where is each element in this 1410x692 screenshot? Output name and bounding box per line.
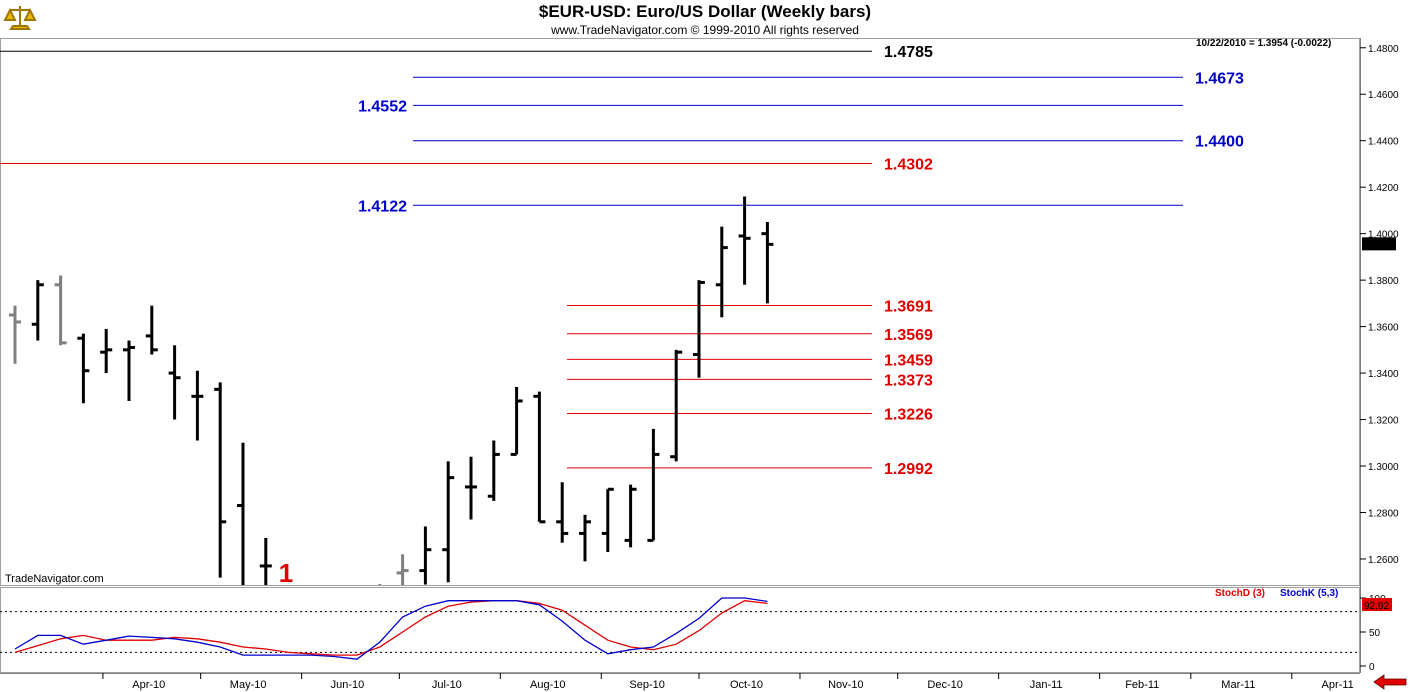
legend-stoch-k: StochK (5,3) (1280, 588, 1338, 599)
level-label: 1.3373 (884, 372, 933, 389)
price-tick-label: 1.3200 (1368, 416, 1399, 427)
ohlc-bar (601, 487, 614, 553)
bar-marker-digit: 1 (279, 558, 293, 588)
ohlc-bar (579, 514, 591, 562)
ohlc-bar (761, 222, 774, 304)
ohlc-bar (693, 280, 705, 378)
status-readout: 10/22/2010 = 1.3954 (-0.0022) (1196, 38, 1331, 49)
price-tick-label: 1.4400 (1368, 137, 1399, 148)
ohlc-bar (145, 305, 158, 355)
ohlc-bar (214, 382, 227, 578)
gold-scale-icon[interactable] (2, 2, 38, 32)
price-tick-label: 1.2600 (1368, 555, 1399, 566)
level-label: 1.4400 (1195, 134, 1244, 151)
price-tick-label: 1.3800 (1368, 276, 1399, 287)
ohlc-bar (168, 345, 181, 420)
ohlc-bar (442, 461, 455, 583)
month-label: Mar-11 (1221, 679, 1255, 691)
ohlc-bar (31, 280, 44, 341)
month-label: Jan-11 (1030, 679, 1063, 691)
ohlc-bar (533, 391, 546, 524)
level-label: 1.3691 (884, 298, 933, 315)
time-axis: Apr-10 May-10 Jun-10 Jul-10 Aug-10 Sep-10 Oct-… (0, 673, 1360, 691)
price-bars (9, 196, 774, 585)
ohlc-bar (738, 196, 751, 285)
ohlc-bar (419, 526, 432, 585)
stoch-line (14, 597, 768, 660)
month-label: Feb-11 (1125, 679, 1159, 691)
ohlc-bar (465, 456, 477, 520)
left-arrow-icon[interactable] (1373, 674, 1407, 690)
ohlc-bar (556, 482, 569, 543)
month-label: Oct-10 (730, 679, 763, 691)
stoch-pane[interactable] (0, 587, 1360, 673)
chart-subtitle: www.TradeNavigator.com © 1999-2010 All r… (550, 23, 859, 37)
ohlc-bar (396, 554, 409, 585)
ohlc-bar (510, 387, 523, 456)
stoch-last-badge-group: 92.92 (1362, 598, 1392, 612)
price-tick-label: 1.4600 (1368, 90, 1399, 101)
ohlc-bar (9, 305, 21, 364)
level-label: 1.3569 (884, 327, 933, 344)
level-label: 1.4673 (1195, 70, 1244, 87)
level-label: 1.4785 (884, 44, 933, 61)
month-label: Apr-11 (1322, 679, 1354, 691)
level-label: 1.4122 (358, 198, 407, 215)
price-tick-label: 1.3600 (1368, 323, 1399, 334)
ohlc-bar (191, 370, 204, 441)
price-tick-label: 1.3400 (1368, 369, 1399, 380)
month-label: Nov-10 (828, 679, 863, 691)
level-label: 1.4552 (358, 98, 407, 115)
ohlc-bar (123, 340, 135, 401)
price-levels: 1.4785 1.4673 1.4552 1.4400 1.4302 1.4122 1.36… (0, 44, 1244, 478)
level-label: 1.2992 (884, 461, 933, 478)
level-label: 1.4302 (884, 156, 933, 173)
level-label: 1.3226 (884, 407, 933, 424)
price-marker: 1.3954 (1362, 237, 1396, 251)
level-label: 1.3459 (884, 352, 933, 369)
chart-title: $EUR-USD: Euro/US Dollar (Weekly bars) (539, 2, 871, 21)
last-price-label: 1.3954 (1364, 240, 1395, 251)
ohlc-bar (624, 484, 637, 548)
price-pane[interactable] (0, 38, 1360, 586)
price-tick-label: 1.2800 (1368, 509, 1399, 520)
stoch-series (14, 597, 768, 660)
stoch-reference-lines (0, 611, 1360, 653)
ohlc-bar (670, 349, 683, 462)
price-tick-label: 1.4800 (1368, 44, 1399, 55)
legend-stoch-d: StochD (3) (1215, 588, 1265, 599)
ohlc-bar (237, 442, 245, 585)
price-axis-ticks: 1.2600 1.2800 1.3000 1.3200 1.3400 1.3600 1.38… (1360, 44, 1399, 566)
price-tick-label: 1.3000 (1368, 462, 1399, 473)
watermark: TradeNavigator.com (5, 573, 104, 585)
stoch-tick-label: 50 (1369, 628, 1381, 639)
stoch-last-label: 92.92 (1364, 601, 1389, 612)
price-tick-label: 1.4000 (1368, 230, 1399, 241)
month-label: Dec-10 (927, 679, 962, 691)
month-label: Apr-10 (132, 679, 165, 691)
ohlc-bar (100, 328, 113, 374)
ohlc-bar (54, 275, 67, 346)
last-price-badge (1362, 237, 1396, 251)
month-label: Sep-10 (629, 679, 664, 691)
price-tick-label: 1.4200 (1368, 183, 1399, 194)
month-label: Jul-10 (432, 679, 462, 691)
month-label: Jun-10 (331, 679, 365, 691)
ohlc-bar (77, 333, 90, 404)
ohlc-bar (259, 538, 272, 585)
month-label: May-10 (230, 679, 267, 691)
ohlc-bar (487, 440, 500, 501)
ohlc-bar (647, 428, 660, 542)
stoch-tick-label: 0 (1369, 662, 1375, 673)
month-label: Aug-10 (530, 679, 565, 691)
ohlc-bar (715, 226, 728, 318)
stoch-last-badge (1362, 598, 1392, 611)
